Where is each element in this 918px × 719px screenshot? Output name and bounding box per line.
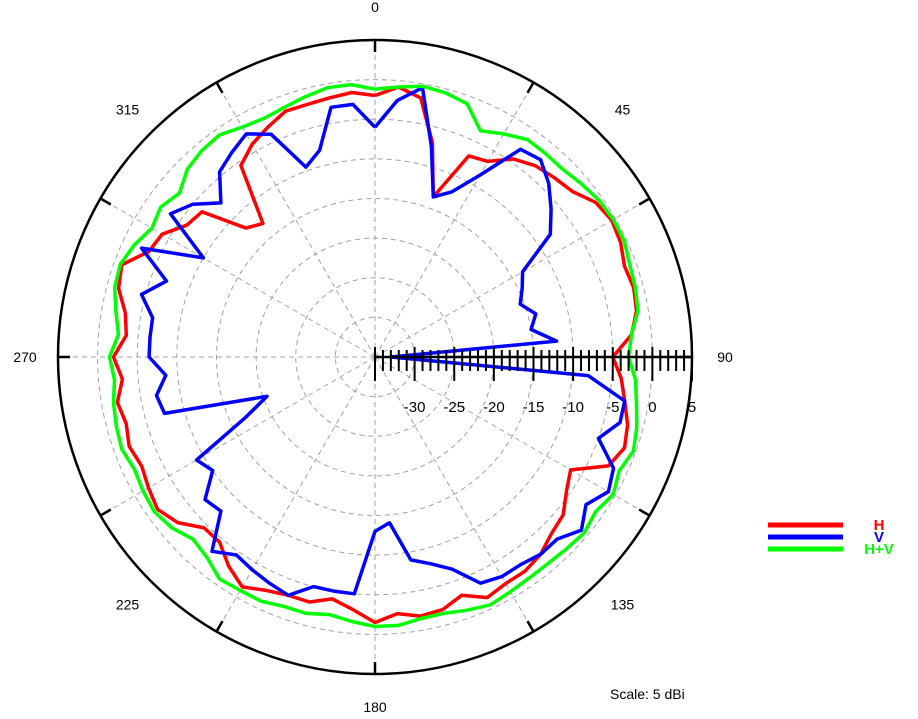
- grid-spoke: [100, 356, 376, 516]
- legend-label: H+V: [864, 541, 894, 558]
- grid-spoke: [374, 356, 650, 516]
- outer-tick: [638, 197, 651, 206]
- series-layer: [107, 82, 640, 629]
- grid-spoke: [374, 82, 534, 358]
- grid-spoke: [374, 198, 650, 358]
- outer-tick: [526, 81, 535, 94]
- legend: HVH+V: [768, 517, 894, 558]
- legend-label: H: [874, 517, 885, 534]
- legend-label: V: [874, 529, 884, 546]
- angle-label: 315: [116, 102, 140, 118]
- grid-spoke: [374, 356, 534, 632]
- angle-label: 270: [13, 349, 37, 365]
- angle-label: 180: [363, 699, 387, 715]
- radial-tick-label: -15: [523, 399, 545, 416]
- radial-tick-label: -5: [606, 399, 619, 416]
- scale-note: Scale: 5 dBi: [610, 686, 685, 702]
- angle-label: 45: [615, 102, 631, 118]
- radial-tick-label: -20: [483, 399, 505, 416]
- angle-label: 225: [116, 596, 140, 612]
- grid-spoke: [216, 82, 376, 358]
- angle-label: 90: [717, 349, 733, 365]
- radial-tick-label: 5: [688, 399, 696, 416]
- radial-tick-label: -25: [443, 399, 465, 416]
- radial-tick-label: -10: [562, 399, 584, 416]
- outer-tick: [215, 620, 224, 633]
- angle-labels: 0 45 90 135 180 225 270 315: [13, 0, 733, 715]
- series-line-h-v: [107, 82, 640, 629]
- grid-spoke: [100, 198, 376, 358]
- outer-tick: [99, 197, 112, 206]
- angle-label: 0: [371, 0, 379, 15]
- series-line-v: [139, 85, 627, 598]
- radial-tick-label: -30: [404, 399, 426, 416]
- outer-tick: [638, 508, 651, 517]
- outer-tick: [99, 508, 112, 517]
- outer-tick: [526, 620, 535, 633]
- radial-axis: -30 -25 -20 -15 -10 -5 0 5: [374, 347, 696, 416]
- outer-tick: [215, 81, 224, 94]
- radial-tick-label: 0: [648, 399, 656, 416]
- angle-label: 135: [611, 596, 635, 612]
